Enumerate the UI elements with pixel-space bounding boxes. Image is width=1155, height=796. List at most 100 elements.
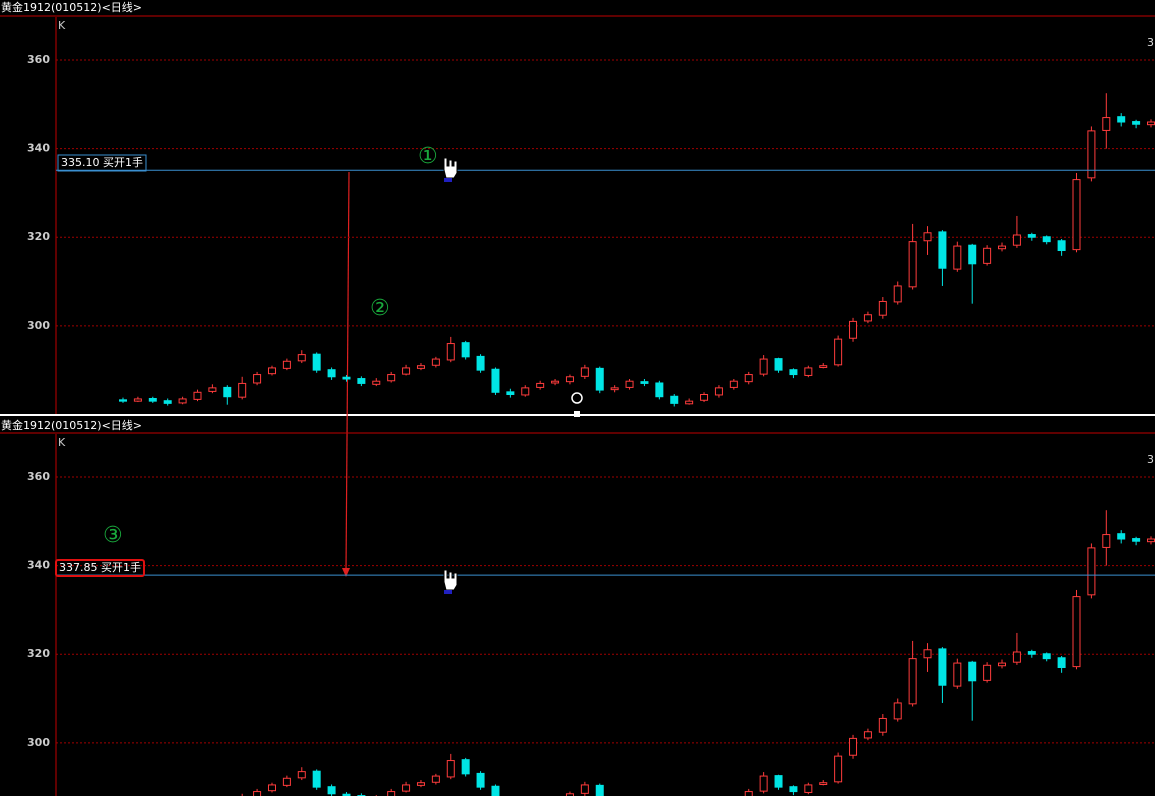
candle-body (297, 354, 306, 362)
candle-body (863, 731, 872, 739)
candle-body (580, 784, 589, 794)
candle-body (670, 395, 679, 404)
candle-body (625, 380, 634, 388)
step-marker: ② (370, 296, 390, 321)
candle-body (193, 391, 202, 400)
candle-body (253, 374, 262, 384)
candle-body (327, 786, 336, 795)
candle-body (998, 245, 1007, 250)
candle-body (819, 365, 828, 368)
candle-body (1132, 121, 1141, 125)
candle-body (446, 760, 455, 778)
candle-body (774, 358, 783, 371)
candle-body (744, 791, 753, 796)
candle-body (580, 367, 589, 377)
panel-header: 黄金1912(010512)<日线> (1, 418, 142, 432)
candle-body (282, 360, 291, 369)
candle-body (491, 785, 500, 796)
candle-body (1102, 117, 1111, 131)
candle-body (789, 369, 798, 376)
candle-body (863, 314, 872, 322)
candle-body (983, 247, 992, 264)
candle-body (178, 398, 187, 404)
candle-body (1117, 116, 1126, 123)
candle-body (133, 398, 142, 402)
candle-body (327, 369, 336, 378)
cursor-tip (444, 178, 452, 182)
candle-body (700, 394, 709, 401)
candle-body (387, 791, 396, 796)
candle-body (416, 782, 425, 786)
candle-body (1072, 596, 1081, 668)
arrow-head (342, 568, 350, 577)
candle-body (1072, 179, 1081, 251)
candle-body (849, 737, 858, 756)
candle-body (834, 755, 843, 783)
drag-arrow (345, 171, 350, 573)
candles (119, 93, 1155, 407)
corner-label: 3 (1147, 453, 1154, 466)
type-label: K (58, 436, 66, 449)
candle-body (297, 771, 306, 779)
refresh-icon[interactable] (571, 392, 583, 404)
candle-body (1087, 547, 1096, 596)
candle-body (1117, 533, 1126, 540)
candle-body (476, 772, 485, 788)
candle-body (804, 367, 813, 376)
candle-body (953, 245, 962, 270)
candle-body (1012, 651, 1021, 663)
candle-body (685, 400, 694, 405)
y-tick-label: 340 (27, 142, 50, 155)
candle-body (431, 358, 440, 366)
candle-body (744, 374, 753, 383)
y-tick-label: 360 (27, 470, 50, 483)
hand-cursor (443, 157, 458, 179)
candle-body (1042, 236, 1051, 243)
candle-body (938, 231, 947, 269)
candle-body (998, 662, 1007, 667)
candle-body (1147, 538, 1155, 543)
candle-body (416, 365, 425, 369)
candle-body (923, 232, 932, 242)
candle-body (267, 367, 276, 375)
panel-header: 黄金1912(010512)<日线> (1, 0, 142, 14)
step-marker: ① (418, 144, 438, 169)
step-marker: ③ (103, 523, 123, 548)
cursor-tip (444, 590, 452, 594)
candle-body (983, 664, 992, 681)
candle-body (476, 355, 485, 371)
candle-body (357, 378, 366, 384)
type-label: K (58, 19, 66, 32)
candle-body (908, 658, 917, 705)
y-tick-label: 320 (27, 647, 50, 660)
candle-body (759, 775, 768, 792)
candle-body (342, 376, 351, 380)
candle-body (953, 662, 962, 687)
candle-body (312, 770, 321, 788)
order-box (55, 559, 145, 577)
order-box (57, 154, 147, 172)
handle[interactable] (574, 411, 580, 417)
candle-body (595, 367, 604, 391)
candle-body (729, 380, 738, 388)
y-tick-label: 300 (27, 319, 50, 332)
candle-body (878, 300, 887, 316)
candle-body (491, 368, 500, 393)
candle-body (1042, 653, 1051, 660)
candle-body (1087, 130, 1096, 179)
candle-body (253, 791, 262, 796)
candle-body (565, 376, 574, 383)
candle-body (908, 241, 917, 288)
candle-body (968, 661, 977, 682)
candle-body (282, 777, 291, 786)
candle-body (893, 702, 902, 720)
candle-body (387, 374, 396, 382)
candle-body (446, 343, 455, 361)
candle-body (521, 387, 530, 396)
candle-body (714, 387, 723, 396)
candle-body (461, 342, 470, 358)
candle-body (506, 391, 515, 396)
order-label: 335.10 买开1手 (61, 155, 143, 169)
